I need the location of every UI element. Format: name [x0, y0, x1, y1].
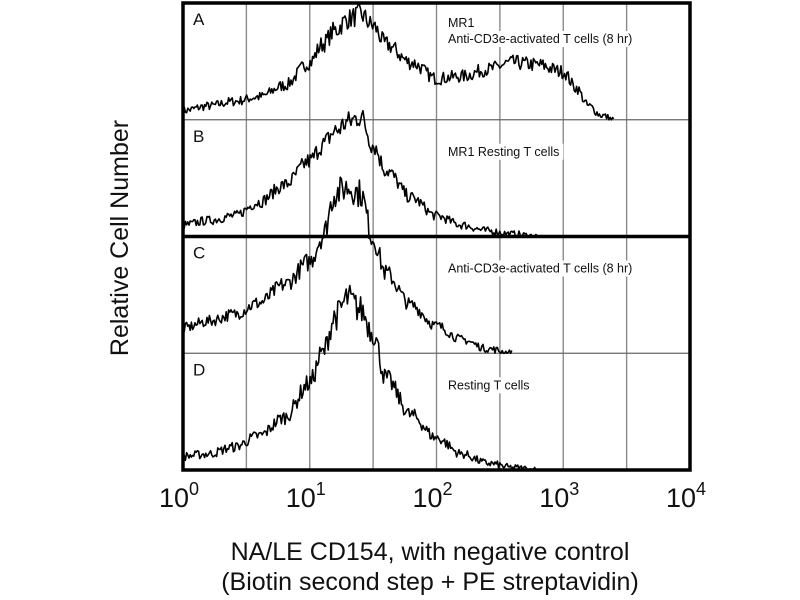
x-axis-label-line-1: NA/LE CD154, with negative control [231, 538, 630, 566]
panel-letter-a: A [193, 10, 205, 29]
x-tick-label: 100 [159, 479, 199, 513]
annotation-background [446, 143, 564, 160]
panel-letter-b: B [193, 127, 204, 146]
tick-exponent: 4 [696, 479, 706, 499]
tick-base: 10 [666, 483, 696, 513]
panel-letter-d: D [193, 360, 205, 379]
tick-base: 10 [539, 483, 569, 513]
histogram-a [182, 3, 615, 121]
annotation-background [446, 260, 637, 277]
histogram-curves [182, 3, 615, 471]
panel-annotation-c: Anti-CD3e-activated T cells (8 hr) [448, 262, 632, 276]
x-axis-label-line-2: (Biotin second step + PE streptavidin) [221, 568, 639, 596]
x-tick-label: 103 [539, 479, 579, 513]
plot-frame [181, 1, 692, 472]
x-tick-label: 102 [412, 479, 452, 513]
tick-exponent: 3 [569, 479, 579, 499]
annotation-background [446, 31, 637, 47]
tick-base: 10 [412, 483, 442, 513]
tick-exponent: 1 [316, 479, 326, 499]
panel-separators [183, 119, 690, 354]
panel-annotation-a: MR1 [448, 16, 474, 30]
x-tick-label: 101 [286, 479, 326, 513]
panel-letter-c: C [193, 244, 205, 263]
tick-base: 10 [286, 483, 316, 513]
panel-annotation-a: Anti-CD3e-activated T cells (8 hr) [448, 32, 632, 46]
histogram-c [182, 176, 513, 355]
histogram-b [182, 109, 538, 238]
annotation-background [446, 377, 534, 394]
tick-exponent: 2 [443, 479, 453, 499]
x-tick-labels: 100 101 102 103 104 [159, 479, 706, 513]
x-tick-label: 104 [666, 479, 706, 513]
y-axis-label: Relative Cell Number [106, 120, 134, 356]
panel-annotation-d: Resting T cells [448, 378, 530, 392]
tick-exponent: 0 [189, 479, 199, 499]
annotation-background [446, 15, 479, 31]
panel-annotation-b: MR1 Resting T cells [448, 145, 559, 159]
tick-base: 10 [159, 483, 189, 513]
histogram-d [182, 284, 538, 471]
panel-annotations: A MR1 Anti-CD3e-activated T cells (8 hr) B M… [193, 10, 637, 394]
